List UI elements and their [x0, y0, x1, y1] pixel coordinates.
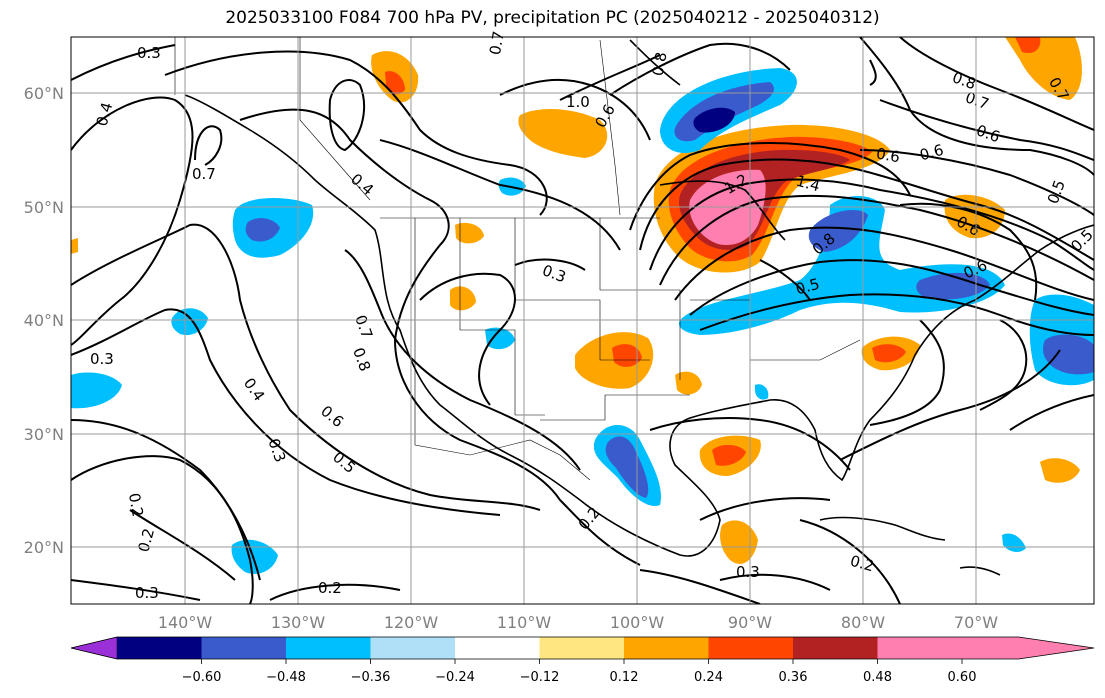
negative-anomaly-region	[808, 210, 868, 252]
contour-label: 0.3	[736, 563, 760, 581]
contour-label: 0.2	[848, 552, 876, 576]
colorbar-segment	[877, 637, 1019, 659]
colorbar-tick-label: 0.12	[610, 670, 639, 685]
coastlines	[184, 39, 1094, 576]
negative-anomaly-region	[171, 308, 208, 336]
colorbar-tick-label: −0.48	[266, 670, 306, 685]
lat-label: 50°N	[24, 198, 64, 217]
contour-label: 0.4	[93, 100, 117, 128]
negative-anomaly-region	[485, 327, 515, 350]
positive-anomaly-region	[455, 222, 484, 244]
contour-label: 0.6	[875, 144, 902, 166]
lon-label: 90°W	[728, 613, 772, 632]
colorbar-segment	[286, 637, 371, 659]
contour-label: 0.3	[90, 350, 114, 368]
negative-anomaly-region	[693, 107, 735, 133]
contour-label: 0.7	[486, 30, 508, 57]
lat-label: 20°N	[24, 538, 64, 557]
colorbar-tick-label: 0.60	[948, 670, 977, 685]
negative-anomaly-region	[679, 195, 1005, 335]
positive-anomaly-region	[1040, 458, 1080, 483]
positive-anomaly-region	[71, 238, 78, 254]
colorbar-segment	[624, 637, 709, 659]
contour-label: 0.2	[125, 492, 147, 519]
negative-anomaly-region	[755, 384, 769, 400]
lon-label: 110°W	[497, 613, 552, 632]
colorbar-segment	[1018, 637, 1094, 659]
lon-label: 70°W	[954, 613, 998, 632]
colorbar-tick-label: 0.36	[779, 670, 808, 685]
negative-anomaly-region	[245, 218, 280, 242]
colorbar-segment	[201, 637, 286, 659]
contour-label: 0.5	[794, 275, 822, 299]
lat-label: 40°N	[24, 311, 64, 330]
contour-label: 0.2	[318, 579, 342, 597]
positive-anomaly-region	[385, 71, 405, 95]
contour-label: 1.0	[566, 93, 590, 111]
contour-label: 0.7	[192, 165, 216, 183]
positive-anomaly-region	[872, 344, 906, 363]
lat-label: 60°N	[24, 84, 64, 103]
negative-anomaly-region	[1043, 334, 1094, 375]
positive-anomaly-region	[944, 194, 1005, 239]
longitude-labels: 140°W 130°W 120°W 110°W 100°W 90°W 80°W …	[158, 613, 998, 632]
positive-anomaly-region	[612, 344, 642, 367]
latitude-labels: 60°N 50°N 40°N 30°N 20°N	[24, 84, 64, 557]
contour-label: 0.8	[649, 51, 671, 78]
colorbar: −0.60 −0.48 −0.36 −0.24 −0.12 0.12 0.24 …	[70, 636, 1095, 685]
positive-anomaly-region	[1005, 37, 1082, 100]
positive-anomaly-region	[712, 444, 746, 466]
lon-label: 130°W	[271, 613, 326, 632]
colorbar-tick-label: −0.12	[520, 670, 560, 685]
colorbar-segment	[539, 637, 624, 659]
colorbar-tick-label: 0.48	[863, 670, 892, 685]
contour-label: 0.3	[135, 584, 159, 602]
colorbar-tick-label: 0.24	[694, 670, 723, 685]
colorbar-segment	[708, 637, 793, 659]
colorbar-segment	[370, 637, 455, 659]
graticule	[71, 37, 1094, 604]
contour-label: 1.4	[794, 172, 822, 196]
colorbar-segment	[70, 636, 118, 660]
colorbar-tick-label: −0.24	[435, 670, 475, 685]
positive-anomaly-region	[720, 520, 758, 564]
contour-label: 0.3	[137, 44, 161, 62]
pv-contours	[71, 37, 1094, 604]
negative-anomaly-region	[231, 539, 278, 575]
negative-anomaly-region	[916, 272, 990, 300]
positive-anomaly-region	[450, 286, 476, 311]
positive-anomaly-region	[1015, 37, 1041, 54]
map-border	[70, 36, 1095, 605]
positive-anomaly-region	[518, 108, 608, 158]
lon-label: 120°W	[384, 613, 439, 632]
precip-anomaly-shading	[71, 37, 1094, 575]
lat-label: 30°N	[24, 425, 64, 444]
colorbar-segment	[793, 637, 878, 659]
lon-label: 100°W	[610, 613, 665, 632]
colorbar-tick-label: −0.36	[351, 670, 391, 685]
positive-anomaly-region	[675, 371, 702, 395]
lon-label: 80°W	[841, 613, 885, 632]
colorbar-tick-label: −0.60	[182, 670, 222, 685]
lon-label: 140°W	[158, 613, 213, 632]
colorbar-segment	[455, 637, 540, 659]
negative-anomaly-region	[605, 436, 649, 498]
chart-title: 2025033100 F084 700 hPa PV, precipitatio…	[225, 8, 880, 28]
colorbar-outline	[70, 636, 1095, 660]
contour-label: 0.6	[918, 141, 946, 165]
negative-anomaly-region	[71, 372, 122, 409]
colorbar-segment	[117, 637, 202, 659]
